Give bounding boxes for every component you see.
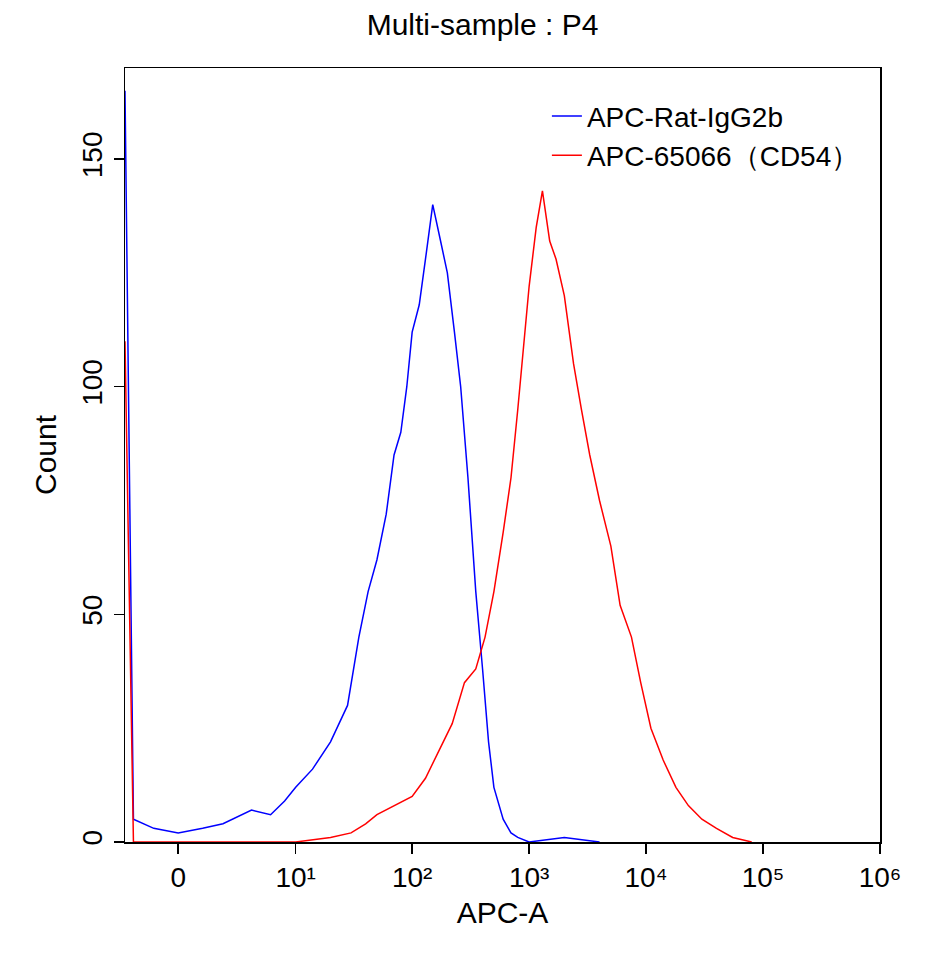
svg-text:10⁵: 10⁵ [742, 862, 785, 893]
svg-text:100: 100 [77, 359, 108, 406]
svg-text:APC-Rat-IgG2b: APC-Rat-IgG2b [587, 102, 783, 133]
svg-text:Multi-sample : P4: Multi-sample : P4 [367, 8, 599, 41]
svg-text:APC-65066（CD54）: APC-65066（CD54） [587, 141, 859, 172]
svg-text:10³: 10³ [509, 862, 549, 893]
svg-text:0: 0 [77, 830, 108, 846]
svg-text:10⁶: 10⁶ [859, 862, 902, 893]
svg-text:10²: 10² [392, 862, 432, 893]
svg-text:50: 50 [77, 595, 108, 626]
svg-text:10¹: 10¹ [275, 862, 315, 893]
svg-text:0: 0 [170, 862, 186, 893]
svg-text:APC-A: APC-A [457, 896, 549, 929]
svg-text:Count: Count [29, 414, 62, 495]
svg-text:150: 150 [77, 132, 108, 179]
svg-text:10⁴: 10⁴ [624, 862, 667, 893]
